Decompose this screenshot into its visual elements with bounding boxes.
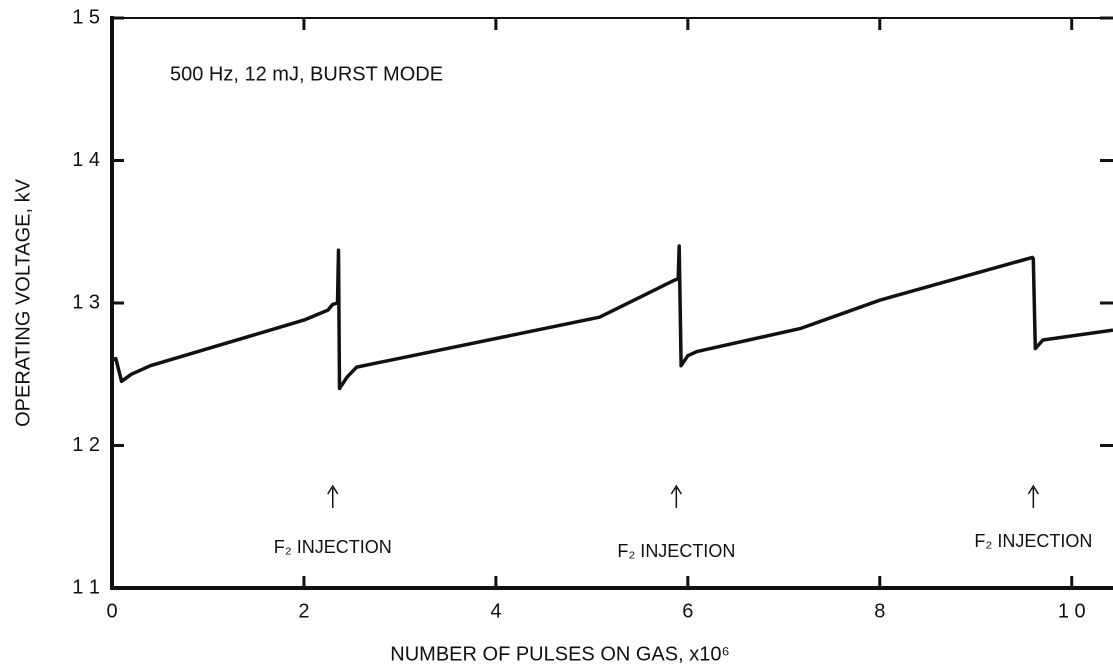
data-line [111, 244, 1113, 391]
x-tick-label: 6 [682, 600, 693, 622]
annotation-arrowhead [670, 484, 682, 495]
x-tick-label: 4 [490, 600, 501, 622]
y-tick-label: 1 5 [72, 6, 100, 28]
annotation: F₂ INJECTION [274, 537, 392, 557]
y-tick-label: 1 3 [72, 291, 100, 313]
y-axis-label: OPERATING VOLTAGE, kV [12, 178, 34, 426]
chart-title: 500 Hz, 12 mJ, BURST MODE [170, 63, 443, 85]
y-tick-label: 1 2 [72, 434, 100, 456]
annotation: F₂ INJECTION [974, 531, 1092, 551]
x-axis-label: NUMBER OF PULSES ON GAS, x10⁶ [390, 643, 729, 665]
annotation-arrowhead [1027, 484, 1039, 495]
y-tick-label: 1 1 [72, 576, 100, 598]
x-tick-label: 2 [298, 600, 309, 622]
x-tick-label: 8 [874, 600, 885, 622]
annotation: F₂ INJECTION [617, 541, 735, 561]
annotation-arrowhead [327, 484, 339, 495]
x-tick-label: 1 0 [1058, 600, 1086, 622]
y-tick-label: 1 4 [72, 149, 100, 171]
x-tick-label: 0 [106, 600, 117, 622]
